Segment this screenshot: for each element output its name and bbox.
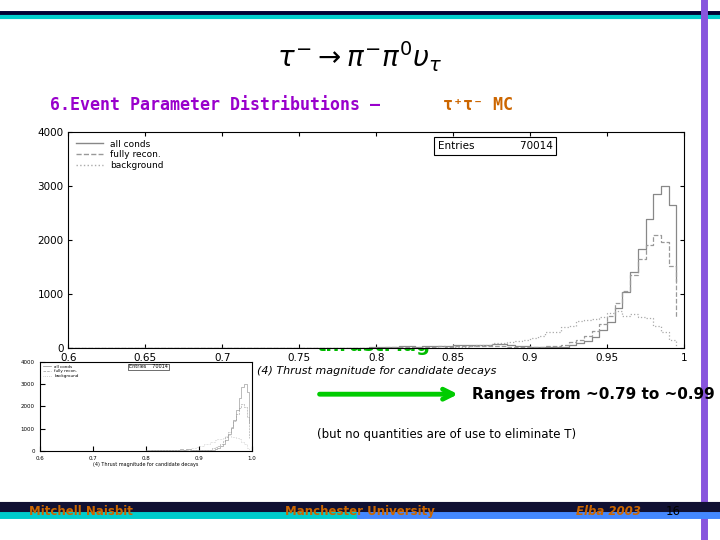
Text: Entries              70014: Entries 70014 [438, 141, 553, 151]
fully recon. [487, 343, 496, 349]
background [464, 342, 473, 349]
Text: Elba 2003: Elba 2003 [576, 505, 641, 518]
Line: all conds: all conds [68, 186, 676, 348]
background [611, 307, 619, 314]
Text: Mitchell Naisbit: Mitchell Naisbit [29, 505, 132, 518]
background [441, 345, 450, 351]
fully recon. [333, 345, 342, 352]
all conds [611, 305, 619, 312]
Text: $\tau^{-} \rightarrow \pi^{-} \pi^{0} \upsilon_{\tau}$: $\tau^{-} \rightarrow \pi^{-} \pi^{0} \u… [277, 39, 443, 74]
Text: thrustMag: thrustMag [317, 336, 431, 355]
Text: τ⁺τ⁻ MC: τ⁺τ⁻ MC [443, 96, 513, 114]
fully recon. [649, 232, 657, 238]
Text: Ranges from ~0.79 to ~0.99: Ranges from ~0.79 to ~0.99 [472, 387, 714, 402]
Text: (but no quantities are of use to eliminate T): (but no quantities are of use to elimina… [317, 428, 576, 441]
all conds [441, 342, 450, 349]
Text: 16: 16 [665, 505, 680, 518]
Text: Entries    70014: Entries 70014 [129, 364, 168, 369]
all conds [487, 341, 496, 348]
all conds [433, 342, 442, 349]
Line: fully recon.: fully recon. [68, 235, 676, 348]
fully recon. [433, 343, 442, 349]
all conds [64, 345, 73, 351]
Legend: all conds, fully recon., background: all conds, fully recon., background [42, 364, 79, 379]
all conds [657, 183, 665, 190]
all conds [333, 345, 342, 351]
all conds [464, 342, 473, 348]
X-axis label: (4) Thrust magnitude for candidate decays: (4) Thrust magnitude for candidate decay… [93, 462, 199, 467]
fully recon. [611, 300, 619, 307]
fully recon. [441, 343, 450, 350]
all conds [341, 345, 350, 352]
background [672, 343, 680, 350]
background [487, 340, 496, 347]
Line: background: background [68, 310, 676, 348]
background [618, 312, 626, 319]
all conds [672, 278, 680, 285]
background [64, 345, 73, 351]
Text: Manchester University: Manchester University [285, 505, 435, 518]
Text: 6.Event Parameter Distributions –: 6.Event Parameter Distributions – [50, 96, 390, 114]
fully recon. [464, 343, 473, 349]
Legend: all conds, fully recon., background: all conds, fully recon., background [73, 137, 166, 173]
X-axis label: (4) Thrust magnitude for candidate decays: (4) Thrust magnitude for candidate decay… [256, 366, 496, 376]
fully recon. [64, 345, 73, 352]
fully recon. [341, 345, 350, 352]
background [433, 345, 442, 351]
background [341, 345, 350, 352]
background [248, 345, 257, 352]
fully recon. [672, 315, 680, 321]
